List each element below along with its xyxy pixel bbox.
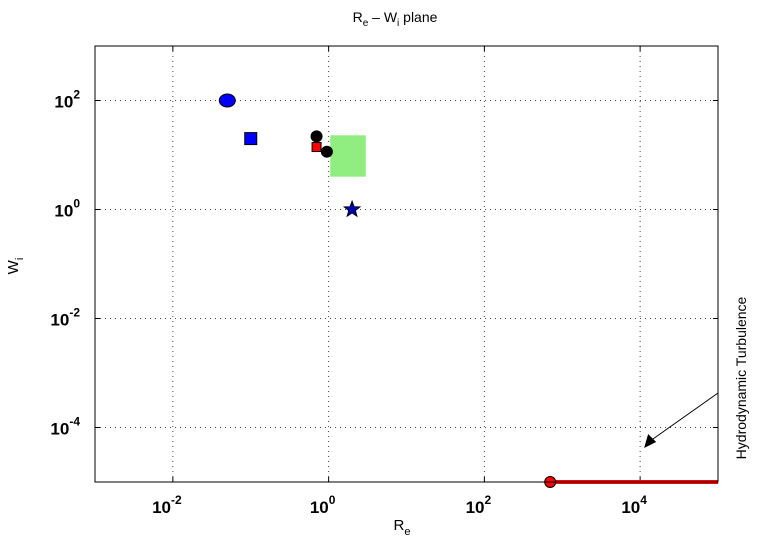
point-star (342, 199, 362, 218)
annotation-arrow-shaft (649, 392, 719, 442)
x-axis-label-sub: e (404, 526, 410, 538)
x-tick-labels: 10-2 100 102 104 (152, 493, 647, 517)
annotation-arrowhead (644, 433, 657, 448)
chart-title: Re – Wi plane (353, 9, 438, 29)
title-sub-2: i (397, 18, 399, 29)
region-rect (330, 135, 366, 177)
points (218, 93, 557, 488)
annotation: Hydrodynamic Turbulence (644, 296, 749, 459)
grid (95, 46, 718, 482)
y-tick-label: 10-4 (50, 415, 80, 439)
regions (330, 135, 366, 177)
x-tick-label: 10-2 (152, 493, 182, 517)
y-axis-label: Wi (5, 258, 26, 275)
point-circle (320, 145, 333, 158)
point-square (311, 142, 322, 153)
plot-area (94, 45, 719, 483)
y-axis-label-sub: i (14, 258, 26, 260)
point-ellipse (218, 93, 236, 108)
title-sub-1: e (363, 18, 369, 29)
y-tick-label: 10-2 (50, 306, 80, 330)
x-tick-label: 100 (310, 493, 336, 517)
point-square (244, 132, 258, 146)
y-tick-label: 100 (54, 197, 80, 221)
x-axis-label: Re (394, 517, 411, 538)
annotation-text: Hydrodynamic Turbulence (733, 296, 749, 459)
y-tick-label: 102 (54, 88, 80, 112)
x-tick-label: 104 (621, 493, 647, 517)
point-circle (310, 130, 323, 143)
y-tick-labels: 102 100 10-2 10-4 (50, 88, 80, 439)
title-tail: plane (399, 9, 437, 25)
title-mid: – W (368, 9, 398, 25)
x-tick-label: 102 (466, 493, 492, 517)
